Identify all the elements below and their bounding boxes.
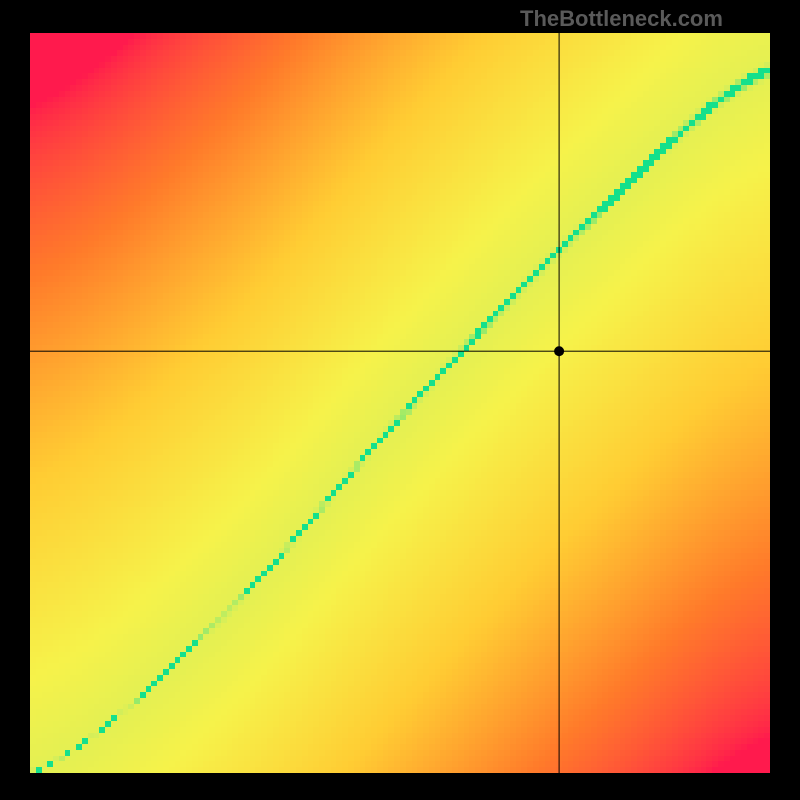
heatmap-canvas: [30, 33, 770, 773]
brand-watermark: TheBottleneck.com: [520, 6, 723, 32]
figure-wrap: TheBottleneck.com: [0, 0, 800, 800]
